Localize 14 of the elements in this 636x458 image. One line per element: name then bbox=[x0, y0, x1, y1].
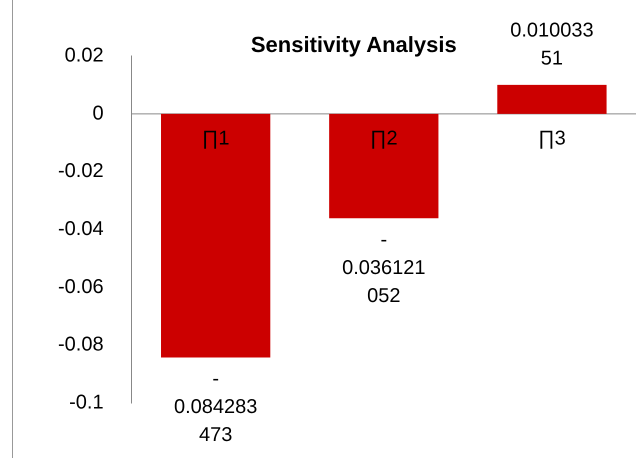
y-tick-label: 0.02 bbox=[64, 44, 104, 67]
y-tick-label: 0 bbox=[92, 102, 104, 124]
y-tick-label: -0.02 bbox=[58, 160, 104, 182]
y-tick-label: -0.1 bbox=[69, 392, 104, 414]
x-tick-label: ∏2 bbox=[370, 127, 398, 150]
data-label: - 0.084283 473 bbox=[174, 368, 258, 446]
y-tick-label: -0.06 bbox=[58, 276, 104, 298]
data-label: 0.010033 51 bbox=[510, 19, 594, 70]
y-tick-label: -0.04 bbox=[58, 218, 104, 240]
chart-title: Sensitivity Analysis bbox=[250, 32, 457, 58]
data-label: - 0.036121 052 bbox=[342, 228, 426, 307]
y-tick-label: -0.08 bbox=[58, 334, 104, 356]
x-tick-label: ∏3 bbox=[538, 127, 566, 150]
x-tick-label: ∏1 bbox=[202, 127, 230, 150]
